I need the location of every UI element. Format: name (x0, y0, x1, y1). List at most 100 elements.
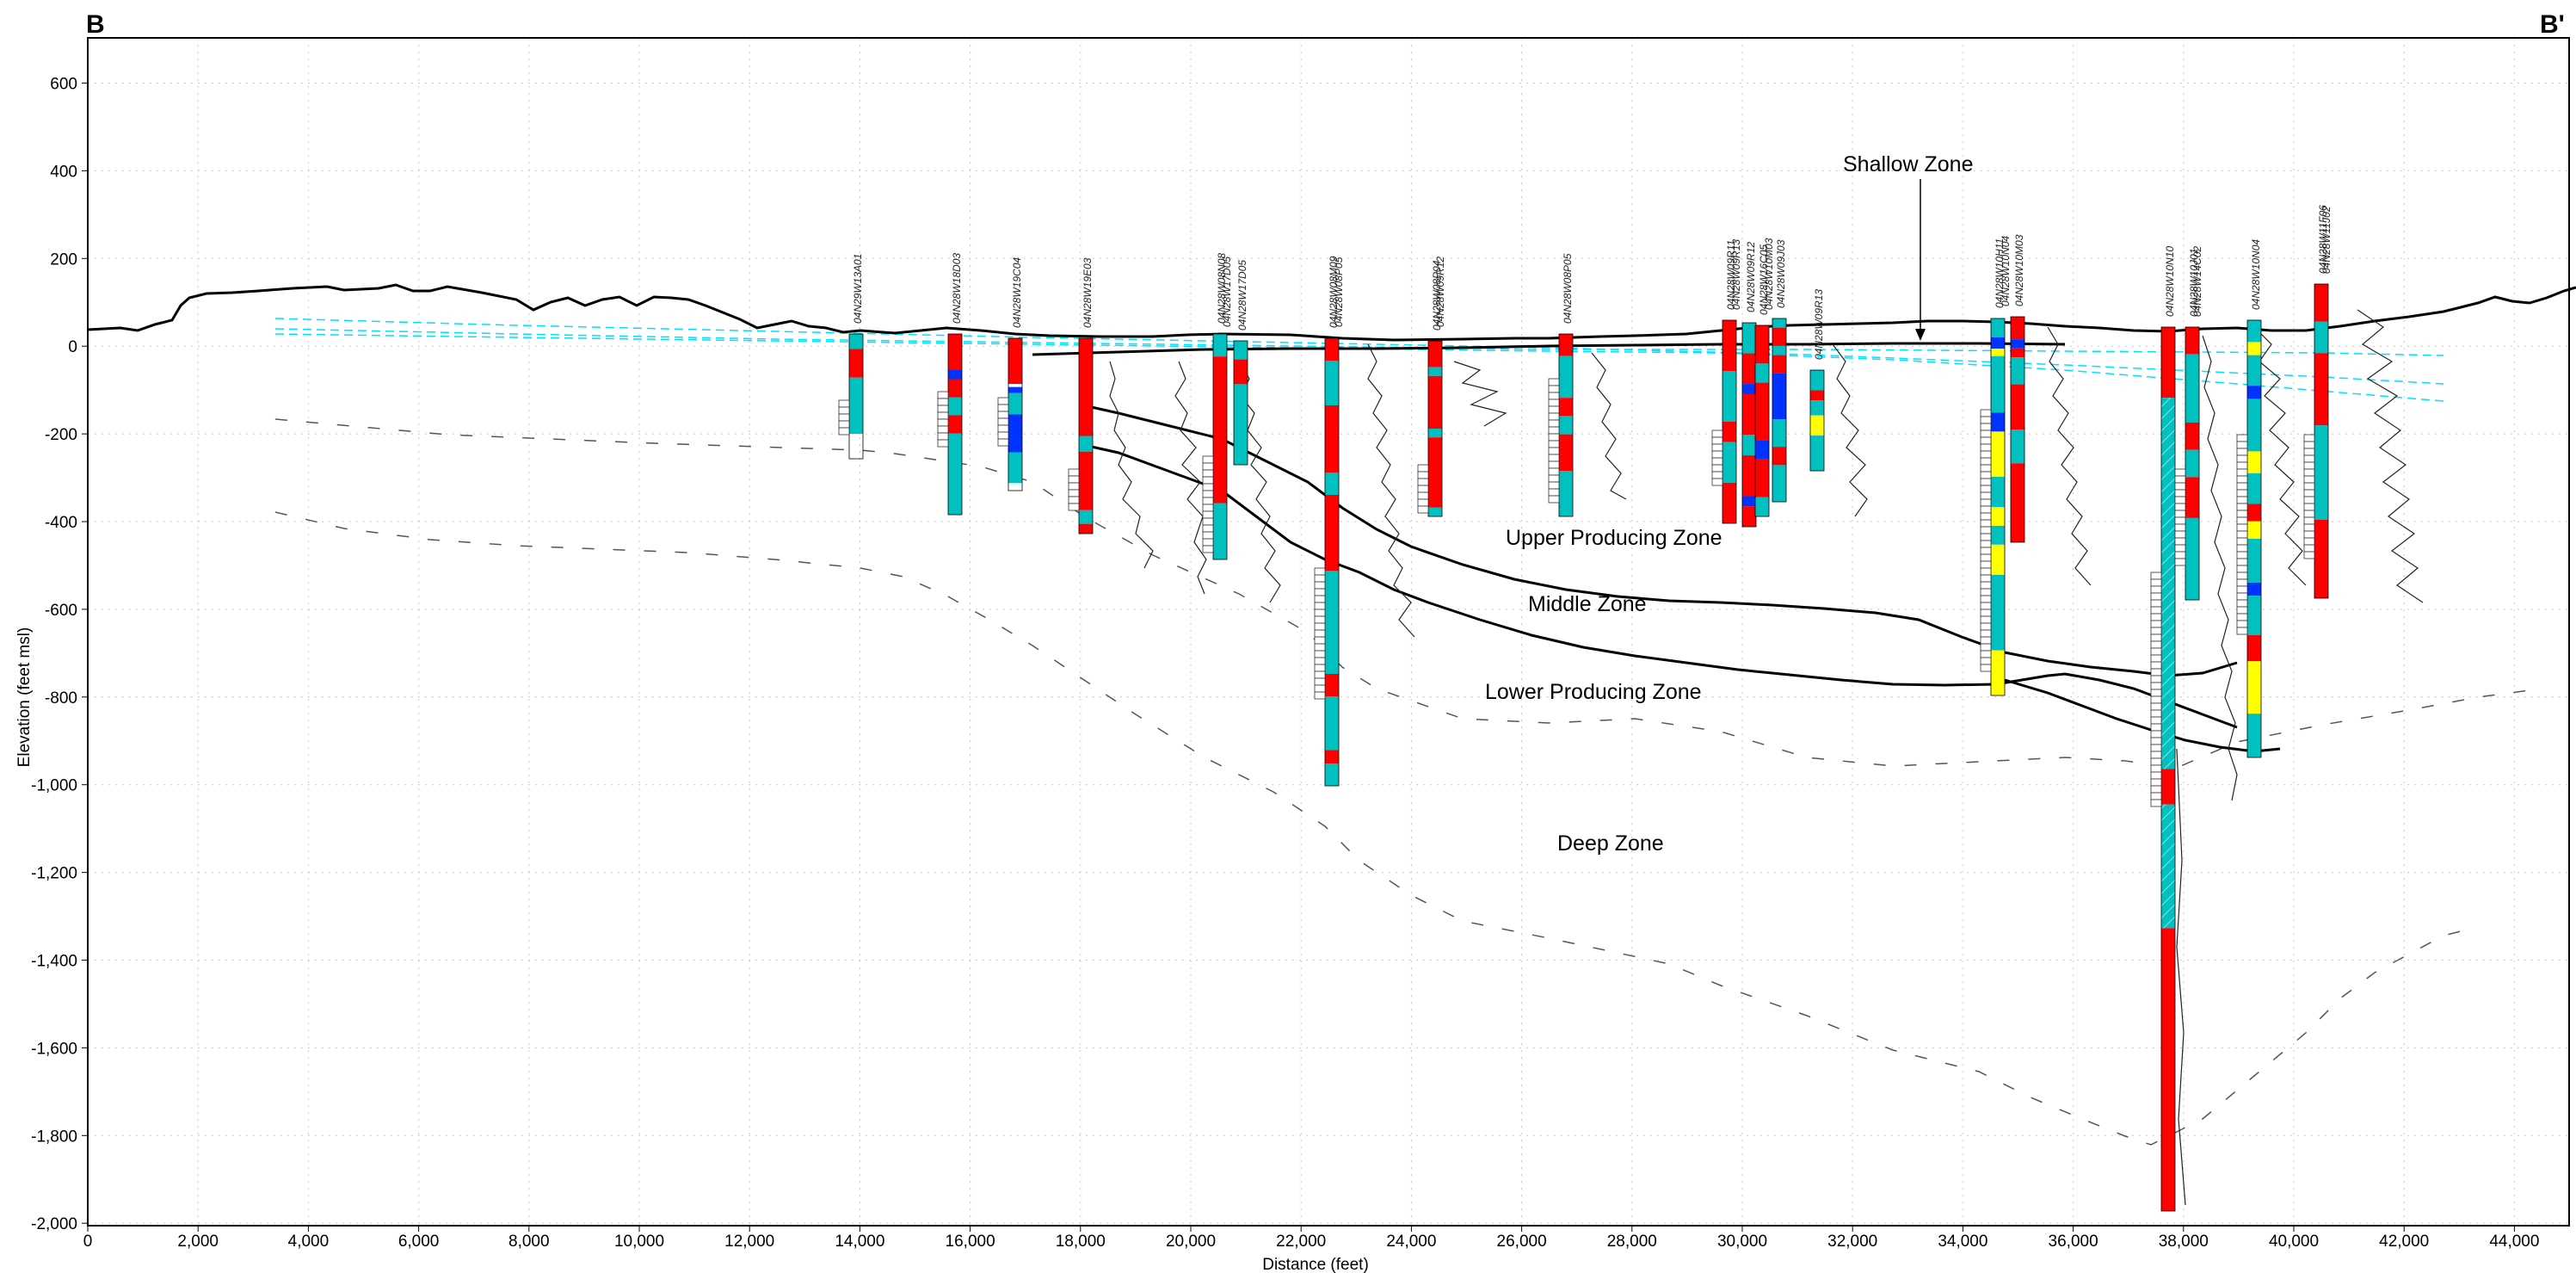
y-tick-label: 0 (68, 338, 77, 356)
well-column: 04N28W08N08 (1202, 253, 1228, 560)
zone-label-deep: Deep Zone (1557, 831, 1664, 856)
screen-interval (1980, 574, 1992, 583)
lithology-interval-clay (1991, 476, 2005, 507)
screen-interval (1711, 478, 1723, 486)
screen-interval (1068, 503, 1080, 511)
lithology-interval-sand (2185, 327, 2199, 355)
screen-interval (2174, 544, 2186, 553)
screen-interval (1980, 622, 1992, 631)
well-outline (2010, 316, 2025, 543)
screen-interval (2236, 434, 2248, 442)
lithology-interval-clay (1325, 763, 1339, 786)
well-column: 04N28W10H11 (1980, 238, 2006, 696)
lithology-interval-clay (1755, 497, 1769, 516)
screen-interval (2236, 578, 2248, 587)
screen-interval (2174, 510, 2186, 518)
well-outline (1722, 319, 1737, 524)
screen-interval (1202, 469, 1214, 478)
water-level-line-2 (274, 328, 2444, 356)
screen-interval (1980, 443, 1992, 452)
x-tick-label: 8,000 (508, 1233, 550, 1251)
lithology-interval-clay (1772, 419, 1786, 448)
well-label: 04N28W11J02 (2320, 206, 2333, 274)
screen-interval (2303, 496, 2315, 504)
lithology-interval-clay (1810, 400, 1824, 416)
screen-interval (1980, 471, 1992, 479)
screen-interval (1314, 657, 1326, 665)
lithology-interval-sand (948, 379, 962, 398)
screen-interval (937, 425, 949, 434)
screen-interval (2150, 599, 2162, 608)
lithology-interval-clay (2247, 473, 2261, 504)
lithology-interval-sand (2314, 353, 2328, 426)
screen-interval (997, 438, 1009, 447)
well-label: 04N28W08P05 (1562, 253, 1574, 324)
screen-interval (1980, 540, 1992, 548)
well-outline (2185, 326, 2200, 601)
lithology-interval-clay (1559, 416, 1573, 435)
screen-interval (2174, 558, 2186, 566)
screen-interval (2236, 489, 2248, 497)
screen-interval (2174, 551, 2186, 559)
y-tick-label: 600 (50, 76, 77, 94)
screen-interval (2150, 744, 2162, 752)
screen-interval (1314, 581, 1326, 590)
lithology-interval-sand (1325, 495, 1339, 572)
screen-interval (1548, 385, 1560, 393)
lithology-interval-clay (1722, 371, 1736, 422)
screen-interval (1548, 488, 1560, 497)
screen-interval (2236, 620, 2248, 628)
lithology-interval-clay (1772, 465, 1786, 502)
lithology-interval-sand (1810, 390, 1824, 401)
screen-interval (1980, 464, 1992, 473)
screen-interval (838, 399, 850, 408)
screen-interval (2236, 592, 2248, 601)
screen-interval (1548, 467, 1560, 476)
well-column: 04N28W19E03 (1068, 257, 1094, 535)
screen-interval (1548, 481, 1560, 490)
lithology-interval-clay (1991, 574, 2005, 651)
screen-interval (1068, 468, 1080, 477)
screen-interval (1417, 471, 1429, 479)
screen-interval (1314, 602, 1326, 610)
screen-interval (2174, 503, 2186, 511)
screen-interval (1980, 533, 1992, 541)
screen-interval (2303, 454, 2315, 463)
screen-interval (1548, 440, 1560, 448)
well-column: 04N28W10J01 (2174, 249, 2200, 601)
screen-interval (1980, 560, 1992, 569)
lithology-interval-sand (1742, 393, 1756, 436)
screen-interval (997, 404, 1009, 412)
well-column: 04N28W17D05 (1233, 260, 1248, 466)
screen-interval (1711, 436, 1723, 445)
screen-interval (2150, 578, 2162, 587)
screen-interval (1980, 615, 1992, 624)
screen-interval (1980, 423, 1992, 431)
x-tick-label: 28,000 (1607, 1233, 1657, 1251)
screen-interval (2150, 730, 2162, 738)
screen-interval (1548, 460, 1560, 469)
lithology-interval-gravel (1008, 386, 1022, 393)
lithology-interval-gravel (1991, 412, 2005, 432)
screen-interval (1417, 491, 1429, 500)
screen-interval (1980, 450, 1992, 459)
x-tick-label: 20,000 (1166, 1233, 1216, 1251)
screen-interval (2150, 613, 2162, 621)
well-outline (1772, 318, 1787, 503)
screen-interval (1980, 429, 1992, 438)
middle-zone-base-line (1079, 442, 2238, 729)
lithology-interval-clay (1079, 436, 1093, 452)
screen-interval (2150, 799, 2162, 807)
lithology-interval-clay (2011, 357, 2024, 385)
x-tick-label: 14,000 (835, 1233, 884, 1251)
lithology-interval-clay (1772, 318, 1786, 328)
screen-interval (2150, 682, 2162, 690)
y-tick-label: -1,600 (31, 1040, 77, 1058)
screen-interval (2150, 633, 2162, 642)
screen-interval (1980, 505, 1992, 514)
lithology-interval-sand (1742, 506, 1756, 527)
lithology-interval-gravel (1742, 384, 1756, 394)
screen-interval (1202, 462, 1214, 471)
lithology-interval-silt (2247, 342, 2261, 355)
screen-interval (1980, 519, 1992, 528)
